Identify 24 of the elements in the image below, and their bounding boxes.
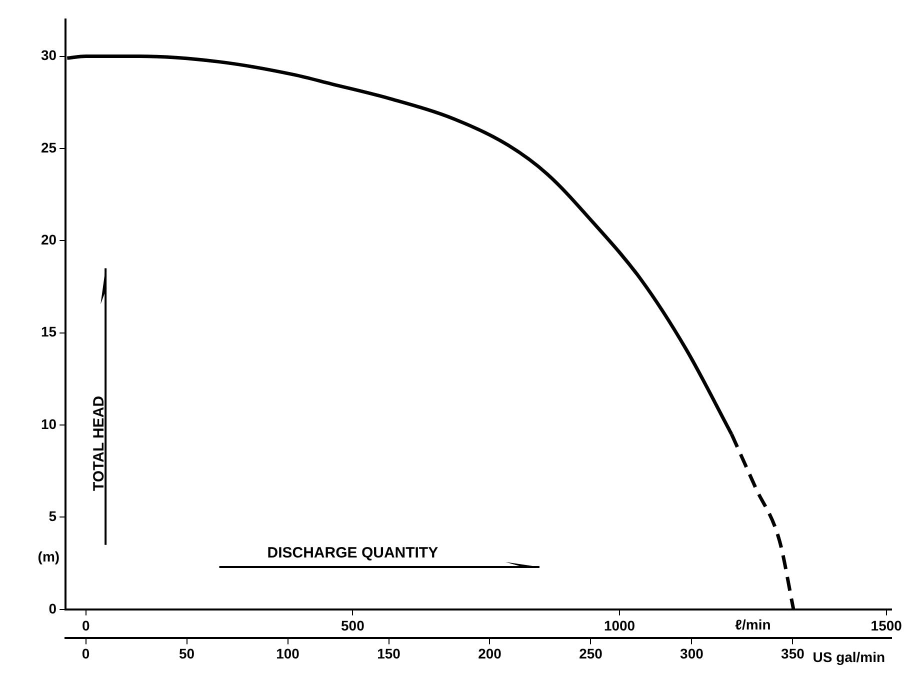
x-tick-label: 0 (82, 618, 90, 634)
text: (m) (38, 548, 60, 565)
x-tick-label: 1000 (604, 618, 636, 634)
x2-tick-label: 200 (478, 645, 502, 662)
y-axis-title: TOTAL HEAD (90, 396, 108, 491)
x2-tick-label: 100 (276, 645, 300, 662)
text: ℓ/min (735, 616, 771, 632)
y-tick-label: 10 (40, 416, 57, 432)
x2-tick-label: 250 (579, 645, 603, 662)
x-tick-label: 1500 (870, 618, 902, 634)
x2-tick-label: 350 (781, 645, 805, 662)
y-tick-label: 20 (40, 232, 57, 248)
y-tick-label: 0 (48, 600, 57, 616)
x2-tick-label: 50 (178, 645, 195, 662)
x2-tick-label: 150 (377, 645, 401, 662)
x2-tick-label: 0 (82, 645, 90, 662)
y-tick-label: 15 (40, 324, 57, 340)
x-axis-title: DISCHARGE QUANTITY (267, 544, 438, 562)
x2-axis-title: US gal/min (812, 649, 886, 666)
x2-tick-label: 300 (680, 645, 704, 662)
y-tick-label: 5 (48, 508, 57, 524)
x-tick-label: 500 (341, 618, 365, 634)
y-tick-label: 25 (40, 139, 57, 156)
y-tick-label: 30 (40, 47, 57, 64)
